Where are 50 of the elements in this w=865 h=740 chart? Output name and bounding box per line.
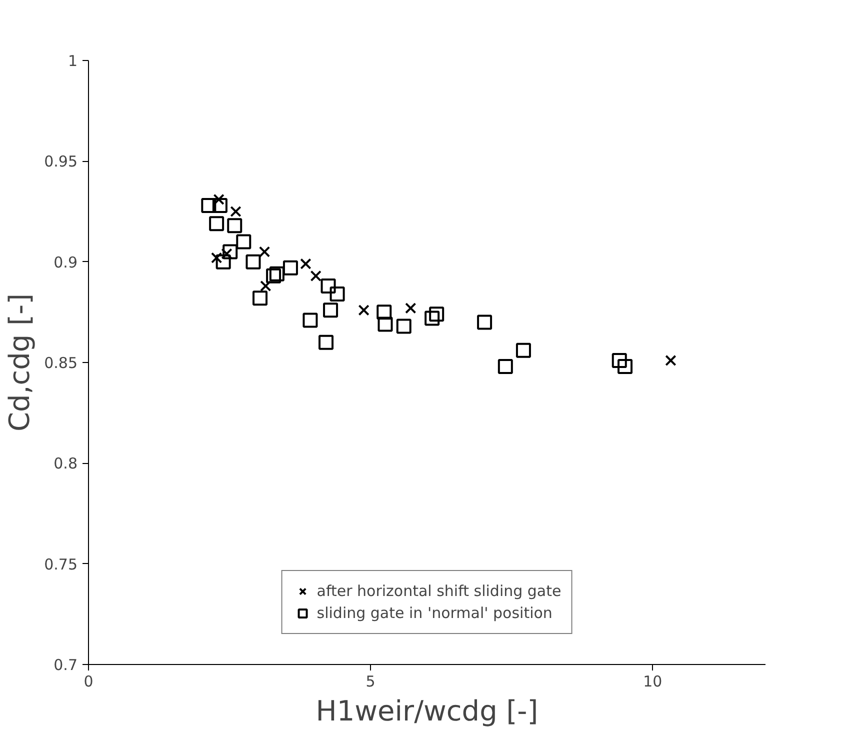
legend-label: sliding gate in 'normal' position <box>316 604 552 622</box>
point <box>269 266 284 282</box>
point <box>282 260 298 276</box>
point <box>230 206 242 218</box>
point <box>429 306 444 322</box>
point <box>252 290 268 306</box>
y-tick-label: 0.75 <box>44 555 78 574</box>
point <box>216 254 231 270</box>
point <box>330 286 345 302</box>
y-tick-label: 0.9 <box>54 253 78 272</box>
x-tick-label: 0 <box>84 672 94 690</box>
point <box>260 280 272 292</box>
point <box>323 302 338 318</box>
point <box>376 304 392 320</box>
point <box>266 268 282 284</box>
point <box>320 278 336 294</box>
y-tick-label: 0.7 <box>54 656 78 674</box>
point <box>258 246 270 258</box>
y-tick-label: 0.85 <box>44 354 78 372</box>
point <box>222 244 238 260</box>
y-tick-label: 0.95 <box>44 152 78 171</box>
point <box>310 270 322 282</box>
y-axis-title: Cd,cdg [-] <box>3 293 36 432</box>
point <box>246 254 261 270</box>
legend-label: after horizontal shift sliding gate <box>316 582 562 600</box>
point <box>227 218 242 234</box>
point <box>209 216 224 232</box>
point <box>358 304 370 316</box>
point <box>302 312 318 328</box>
point <box>665 354 676 366</box>
point <box>405 302 416 314</box>
y-tick-label: 0.8 <box>54 454 78 473</box>
point <box>378 316 393 332</box>
x-tick-label: 5 <box>366 672 376 690</box>
point <box>477 314 492 330</box>
x-axis-title: H1weir/wcdg [-] <box>316 694 538 728</box>
point <box>498 359 513 374</box>
x-tick-label: 10 <box>643 672 662 690</box>
point <box>201 198 216 213</box>
point <box>396 318 412 334</box>
point <box>318 334 334 350</box>
point <box>618 359 633 374</box>
point <box>210 252 222 264</box>
point <box>424 310 440 326</box>
point <box>516 342 531 358</box>
point <box>236 234 252 250</box>
point <box>612 352 627 368</box>
point <box>212 198 228 213</box>
y-tick-label: 1 <box>68 52 78 70</box>
point <box>300 258 312 270</box>
